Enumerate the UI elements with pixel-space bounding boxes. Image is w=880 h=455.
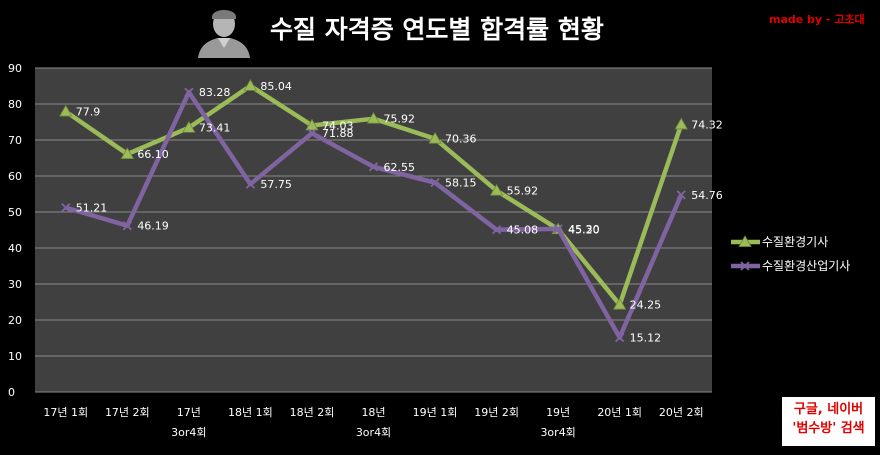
x-tick-label: 19년 1회 [413,406,458,419]
x-axis-ticks: 17년 1회 17년 2회 17년 3or4회 18년 1회 18년 2회 18년 3or4회… [43,406,703,439]
x-tick-label: 3or4회 [356,426,391,439]
legend-marker [740,261,750,271]
data-point [61,203,71,213]
legend-marker [738,235,752,247]
x-tick-label: 3or4회 [540,426,575,439]
x-tick-label: 17년 1회 [43,406,88,419]
data-point [615,332,625,343]
data-point [59,104,73,117]
data-label: 45.20 [568,223,600,236]
data-point [612,297,627,310]
data-label: 45.08 [507,224,539,237]
data-label: 24.25 [630,299,662,312]
data-label: 70.36 [445,133,477,146]
x-tick-label: 19년 [546,406,570,419]
user-avatar-icon [196,2,252,62]
y-tick-label: 80 [8,98,22,111]
legend-label: 수질환경기사 [762,235,828,249]
data-point [245,179,256,189]
data-label: 74.03 [322,119,354,132]
data-label: 62.55 [384,161,416,174]
x-tick-label: 19년 2회 [474,406,519,419]
data-point [307,128,317,138]
x-tick-label: 18년 [361,406,385,419]
y-tick-label: 90 [8,62,22,75]
data-point [243,79,258,91]
data-label: 46.19 [137,220,169,233]
data-point [184,87,194,97]
data-label: 85.04 [260,80,292,93]
data-label: 45.30 [568,223,600,236]
data-point [489,183,504,196]
data-point [120,147,135,159]
data-point [305,118,319,131]
y-tick-label: 50 [8,206,22,219]
x-tick-label: 18년 1회 [228,406,273,419]
y-tick-label: 70 [8,134,22,147]
x-tick-label: 17년 [177,406,201,419]
data-point [366,111,381,124]
y-tick-label: 40 [8,242,22,255]
data-label: 15.12 [630,332,662,345]
gridlines [35,67,712,393]
y-tick-label: 60 [8,170,22,183]
legend-label: 수질환경산업기사 [762,259,850,273]
series-lines [59,79,688,343]
data-point [182,120,196,133]
data-label: 54.76 [691,189,723,202]
x-tick-label: 17년 2회 [105,406,150,419]
data-point [491,225,502,235]
data-point [122,221,132,231]
data-label: 74.32 [691,118,723,131]
data-label: 83.28 [199,86,231,99]
author-credit: made by - 고초대 [769,13,865,26]
search-note-line1: 구글, 네이버 [793,402,864,417]
data-label: 55.92 [507,185,539,198]
data-label: 57.75 [260,178,292,191]
data-point [430,178,440,188]
data-label: 51.21 [76,202,108,215]
data-point [674,117,688,130]
x-tick-label: 20년 1회 [597,406,642,419]
search-note-line2: '범수방' 검색 [792,421,865,436]
data-point [428,131,442,144]
y-tick-label: 30 [8,278,22,291]
chart-title: 수질 자격증 연도별 합격률 현황 [270,15,604,44]
data-point [676,190,686,200]
data-label: 75.92 [384,113,416,126]
x-tick-label: 3or4회 [171,426,206,439]
data-point [553,224,563,234]
y-tick-label: 10 [8,350,22,363]
y-tick-label: 0 [8,386,15,399]
x-tick-label: 20년 2회 [659,406,704,419]
data-labels: 77.9 66.10 73.41 85.04 74.03 75.92 70.36 55.92 4… [76,80,723,345]
data-label: 73.41 [199,122,231,135]
search-note: 구글, 네이버 '범수방' 검색 [782,397,875,446]
y-axis-ticks: 0 10 20 30 40 50 60 70 80 90 [8,62,22,399]
data-label: 71.88 [322,127,354,140]
data-label: 58.15 [445,177,477,190]
y-tick-label: 20 [8,314,22,327]
data-label: 66.10 [137,148,169,161]
data-point [368,162,379,172]
data-label: 77.9 [76,106,101,119]
x-tick-label: 18년 2회 [290,406,335,419]
